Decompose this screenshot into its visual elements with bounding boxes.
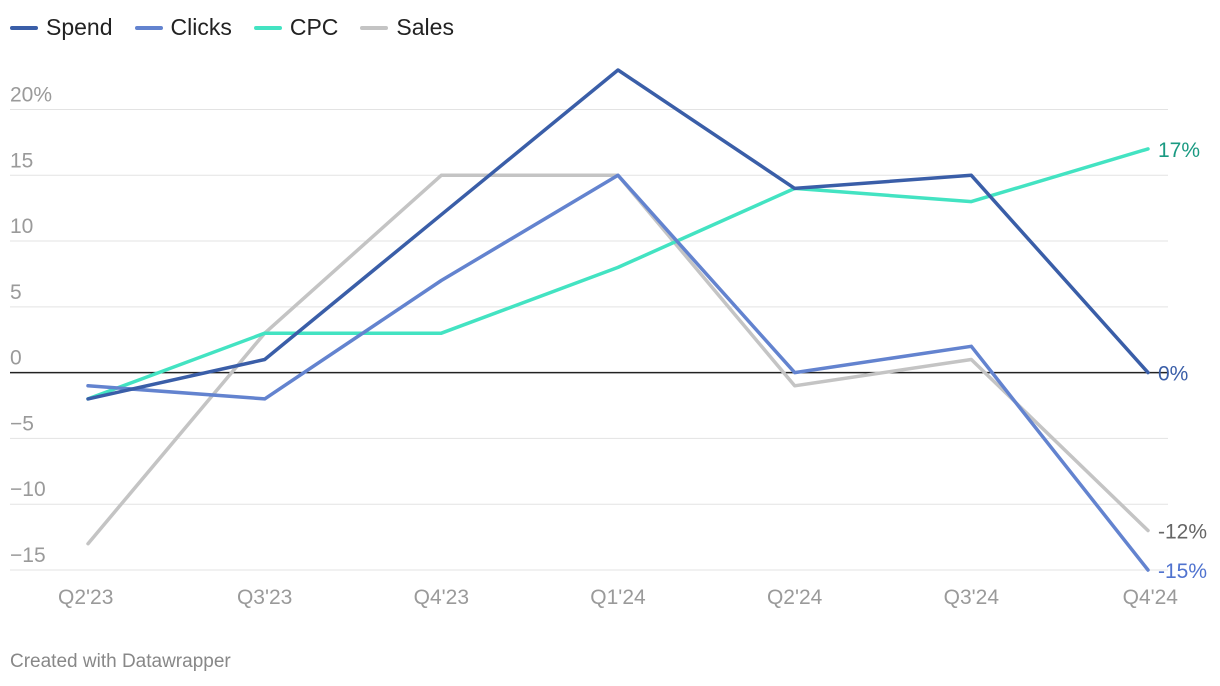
- legend-swatch: [10, 25, 38, 30]
- legend-label: Sales: [396, 14, 454, 40]
- legend-label: Clicks: [170, 14, 232, 40]
- x-tick-label: Q4'24: [1123, 586, 1179, 609]
- legend: Spend Clicks CPC Sales: [10, 14, 454, 41]
- legend-label: CPC: [289, 14, 339, 40]
- legend-item-clicks: Clicks: [134, 14, 232, 41]
- y-tick-label: −15: [10, 544, 46, 567]
- legend-swatch: [253, 25, 282, 30]
- y-tick-label: 20%: [10, 83, 52, 106]
- legend-item-cpc: CPC: [253, 14, 339, 41]
- legend-swatch: [360, 25, 389, 30]
- y-tick-label: 10: [10, 215, 33, 238]
- x-tick-label: Q1'24: [590, 586, 646, 609]
- series-line-spend: [86, 68, 1150, 401]
- x-tick-label: Q3'24: [944, 586, 1000, 609]
- y-tick-label: 5: [10, 281, 22, 304]
- end-label-spend: 0%: [1158, 363, 1188, 386]
- series-line-sales: [86, 173, 1150, 546]
- end-label-clicks: -15%: [1158, 560, 1207, 583]
- legend-swatch: [134, 25, 163, 30]
- series-line-cpc: [86, 147, 1150, 401]
- end-label-cpc: 17%: [1158, 139, 1200, 162]
- y-tick-label: 0: [10, 347, 22, 370]
- end-label-sales: -12%: [1158, 521, 1207, 544]
- legend-item-sales: Sales: [360, 14, 454, 41]
- y-tick-label: −5: [10, 412, 34, 435]
- legend-label: Spend: [46, 14, 113, 40]
- x-tick-label: Q2'23: [58, 586, 113, 609]
- series-line-clicks: [86, 173, 1150, 572]
- legend-item-spend: Spend: [10, 14, 113, 41]
- x-tick-label: Q2'24: [767, 586, 823, 609]
- x-tick-label: Q3'23: [237, 586, 292, 609]
- x-tick-label: Q4'23: [414, 586, 469, 609]
- y-tick-label: −10: [10, 478, 46, 501]
- footer-credit: Created with Datawrapper: [10, 651, 231, 672]
- y-tick-label: 15: [10, 149, 33, 172]
